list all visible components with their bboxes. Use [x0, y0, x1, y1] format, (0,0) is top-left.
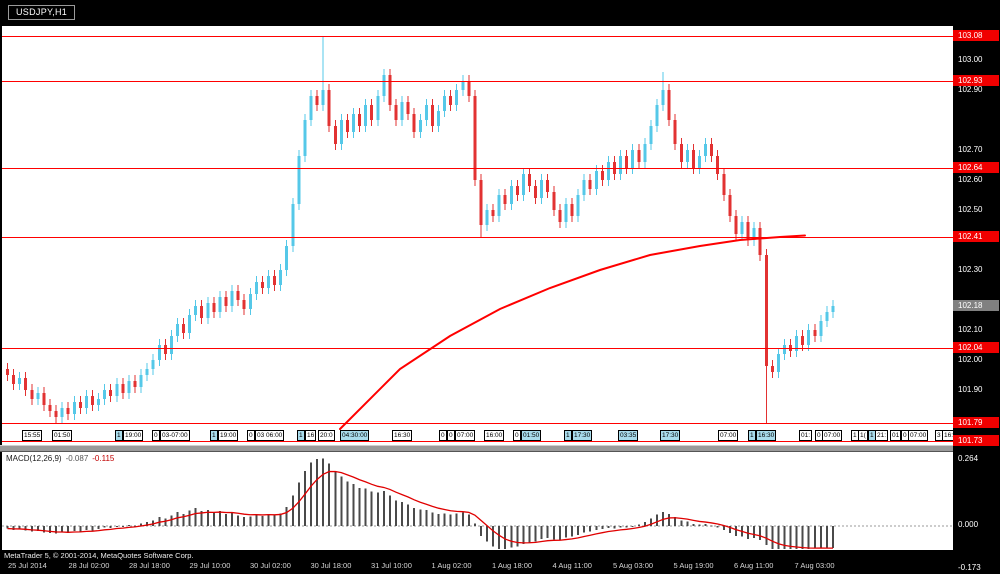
- time-axis-label: 4 Aug 11:00: [552, 561, 592, 570]
- time-tag[interactable]: 16:30: [392, 430, 413, 441]
- price-axis[interactable]: 103.08 102.93 102.64 102.41 102.04 101.79 101.…: [953, 0, 1000, 574]
- time-tag[interactable]: 01: [890, 430, 902, 441]
- time-tag[interactable]: 1: [748, 430, 756, 441]
- time-axis-label: 30 Jul 02:00: [250, 561, 291, 570]
- price-level-line[interactable]: [2, 347, 953, 349]
- macd-signal-line[interactable]: [7, 470, 834, 549]
- price-axis-label: 102.10: [958, 325, 983, 334]
- macd-axis-label: 0.000: [958, 520, 979, 529]
- price-level-line[interactable]: [2, 236, 953, 238]
- macd-signal-value: -0.115: [92, 454, 115, 463]
- current-price-badge: 102.18: [953, 300, 999, 311]
- time-tag[interactable]: 19:00: [123, 430, 144, 441]
- panel-splitter[interactable]: [0, 445, 953, 452]
- price-axis-label: 102.30: [958, 265, 983, 274]
- time-tag[interactable]: 03:35: [618, 430, 639, 441]
- time-tag[interactable]: 15:55: [22, 430, 43, 441]
- copyright-text: MetaTrader 5, © 2001-2014, MetaQuotes So…: [4, 551, 194, 560]
- time-tag[interactable]: 1: [210, 430, 218, 441]
- time-tag[interactable]: 03-07:00: [160, 430, 190, 441]
- time-tag[interactable]: 01:50: [521, 430, 542, 441]
- price-level-badge: 102.04: [953, 342, 999, 353]
- price-level-line[interactable]: [2, 35, 953, 37]
- time-tag[interactable]: 20:0: [318, 430, 335, 441]
- macd-panel[interactable]: MACD(12,26,9) -0.087 -0.115: [2, 452, 953, 550]
- ma-line[interactable]: [339, 234, 806, 430]
- time-tag[interactable]: 1: [297, 430, 305, 441]
- price-level-line[interactable]: [2, 167, 953, 169]
- time-tag[interactable]: 16: [305, 430, 317, 441]
- price-level-badge: 102.41: [953, 231, 999, 242]
- time-axis-label: 5 Aug 03:00: [613, 561, 654, 570]
- time-tag[interactable]: 17:30: [572, 430, 593, 441]
- price-level-badge: 102.64: [953, 162, 999, 173]
- time-tag[interactable]: 01:: [799, 430, 813, 441]
- time-tag[interactable]: 0: [513, 430, 521, 441]
- time-axis-label: 5 Aug 19:00: [673, 561, 714, 570]
- time-tag[interactable]: 0: [152, 430, 160, 441]
- macd-axis-label: 0.264: [958, 454, 979, 463]
- candlestick-chart: [6, 36, 835, 430]
- price-level-badge: 101.79: [953, 417, 999, 428]
- price-level-line[interactable]: [2, 440, 953, 442]
- time-axis-label: 25 Jul 2014: [8, 561, 47, 570]
- time-tag[interactable]: 16:00: [484, 430, 505, 441]
- price-axis-label: 102.70: [958, 145, 983, 154]
- macd-indicator-label: MACD(12,26,9) -0.087 -0.115: [6, 454, 114, 463]
- time-axis-label: 29 Jul 10:00: [189, 561, 231, 570]
- time-tag[interactable]: 0: [447, 430, 455, 441]
- time-axis-label: 28 Jul 02:00: [68, 561, 110, 570]
- time-tag[interactable]: 16:30: [756, 430, 777, 441]
- time-tag[interactable]: 04:30:00: [340, 430, 370, 441]
- time-tag[interactable]: 07:00: [908, 430, 929, 441]
- time-tag[interactable]: 1(: [858, 430, 868, 441]
- time-axis-label: 6 Aug 11:00: [734, 561, 774, 570]
- price-axis-label: 101.90: [958, 385, 983, 394]
- time-tag[interactable]: 07:00: [455, 430, 476, 441]
- macd-axis-label: -0.173: [958, 563, 981, 572]
- time-axis-label: 30 Jul 18:00: [310, 561, 352, 570]
- macd-name: MACD(12,26,9): [6, 454, 62, 463]
- time-tag[interactable]: 0: [247, 430, 255, 441]
- time-tag[interactable]: 21:: [875, 430, 889, 441]
- price-level-line[interactable]: [2, 80, 953, 82]
- price-chart-area[interactable]: 15:55 01:50 1 19:00 0 03-07:00 1 19:00 0 03 06:00…: [2, 26, 953, 445]
- time-tag[interactable]: 17:30: [660, 430, 681, 441]
- price-axis-label: 102.00: [958, 355, 983, 364]
- time-tag[interactable]: 0: [439, 430, 447, 441]
- time-axis-label: 1 Aug 02:00: [431, 561, 472, 570]
- macd-value: -0.087: [65, 454, 89, 463]
- time-tag[interactable]: 07:00: [822, 430, 843, 441]
- price-axis-label: 102.50: [958, 205, 983, 214]
- time-tag[interactable]: 07:00: [718, 430, 739, 441]
- price-axis-label: 102.60: [958, 175, 983, 184]
- price-level-badge: 102.93: [953, 75, 999, 86]
- price-level-badge: 101.73: [953, 435, 999, 446]
- time-tag[interactable]: 03 06:00: [255, 430, 285, 441]
- time-tag[interactable]: 01:50: [52, 430, 73, 441]
- price-level-badge: 103.08: [953, 30, 999, 41]
- time-axis-label: 7 Aug 03:00: [794, 561, 835, 570]
- price-level-line[interactable]: [2, 422, 953, 424]
- time-tag[interactable]: 1: [115, 430, 123, 441]
- time-tag[interactable]: 16:00: [942, 430, 953, 441]
- price-axis-label: 103.00: [958, 55, 983, 64]
- time-axis-label: 28 Jul 18:00: [129, 561, 170, 570]
- macd-chart: [2, 458, 953, 549]
- time-axis-label: 1 Aug 18:00: [492, 561, 533, 570]
- time-axis-label: 31 Jul 10:00: [371, 561, 412, 570]
- price-axis-label: 102.90: [958, 85, 983, 94]
- time-axis[interactable]: MetaTrader 5, © 2001-2014, MetaQuotes So…: [0, 550, 953, 574]
- time-tag[interactable]: 1: [564, 430, 572, 441]
- time-tag[interactable]: 19:00: [218, 430, 239, 441]
- chart-symbol-label: USDJPY,H1: [8, 5, 76, 20]
